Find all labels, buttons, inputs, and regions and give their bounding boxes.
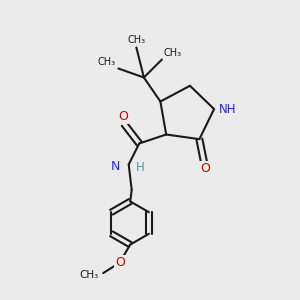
Text: CH₃: CH₃	[164, 48, 181, 58]
Text: O: O	[115, 256, 124, 269]
Text: H: H	[136, 161, 145, 174]
Text: NH: NH	[219, 103, 236, 116]
Text: CH₃: CH₃	[80, 270, 99, 280]
Text: N: N	[110, 160, 120, 172]
Text: CH₃: CH₃	[127, 35, 146, 45]
Text: O: O	[200, 162, 210, 175]
Text: O: O	[118, 110, 128, 123]
Text: CH₃: CH₃	[98, 57, 116, 67]
